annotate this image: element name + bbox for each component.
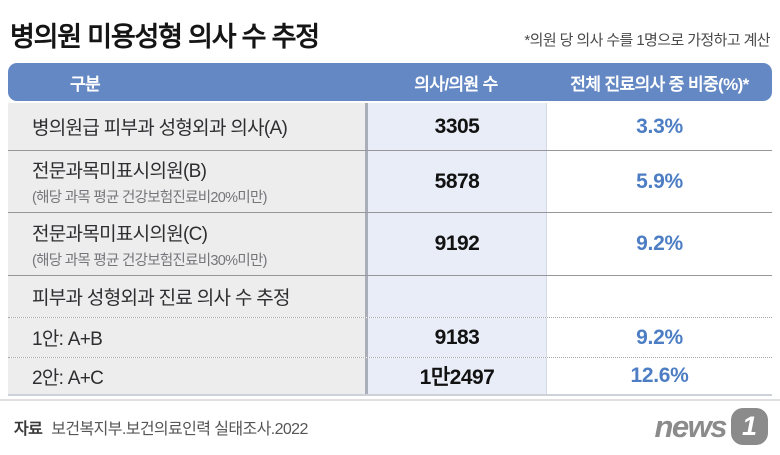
title-note: *의원 당 의사 수를 1명으로 가정하고 계산 (524, 32, 770, 49)
row-sublabel: (해당 과목 평균 건강보험진료비30%미만) (32, 252, 267, 269)
table-row-section: 피부과 성형외과 진료 의사 수 추정 (8, 276, 772, 318)
table-row: 전문과목미표시의원(C) (해당 과목 평균 건강보험진료비30%미만) 919… (8, 213, 772, 276)
count-cell (365, 276, 547, 317)
count-cell: 9183 (365, 318, 547, 357)
source-label: 자료 (14, 420, 43, 438)
row-label: 전문과목미표시의원(B) (32, 161, 207, 182)
source-text: 보건복지부.보건의료인력 실태조사.2022 (51, 420, 308, 438)
count-cell: 3305 (365, 103, 547, 150)
row-label: 전문과목미표시의원(C) (32, 223, 208, 245)
estimate-table: 구분 의사/의원 수 전체 진료의사 중 비중(%)* 병의원급 피부과 성형외… (8, 63, 772, 396)
table-body: 병의원급 피부과 성형외과 의사(A) 3305 3.3% 전문과목미표시의원(… (8, 103, 772, 396)
count-cell: 5878 (365, 151, 547, 212)
share-cell: 9.2% (547, 318, 772, 357)
table-header-row: 구분 의사/의원 수 전체 진료의사 중 비중(%)* (8, 63, 772, 101)
count-cell: 1만2497 (365, 358, 547, 394)
header-cell-count: 의사/의원 수 (414, 74, 498, 94)
row-label: 병의원급 피부과 성형외과 의사(A) (32, 118, 288, 139)
news1-logo-badge-icon: 1 (731, 408, 768, 445)
news1-logo: news 1 (654, 408, 768, 445)
share-cell: 9.2% (547, 213, 772, 275)
category-cell: 전문과목미표시의원(B) (해당 과목 평균 건강보험진료비20%미만) (8, 151, 365, 212)
footer-divider (0, 399, 780, 401)
title-bar: 병의원 미용성형 의사 수 추정 *의원 당 의사 수를 1명으로 가정하고 계… (0, 0, 780, 63)
row-label: 2안: A+C (32, 367, 104, 389)
row-sublabel: (해당 과목 평균 건강보험진료비20%미만) (32, 190, 267, 206)
share-cell: 5.9% (547, 151, 772, 212)
page-title: 병의원 미용성형 의사 수 추정 (10, 22, 320, 53)
category-cell: 2안: A+C (8, 358, 365, 394)
category-cell: 병의원급 피부과 성형외과 의사(A) (8, 103, 365, 150)
news1-logo-text: news (654, 408, 727, 444)
header-cell-category: 구분 (70, 74, 101, 94)
row-label: 피부과 성형외과 진료 의사 수 추정 (32, 288, 291, 309)
table-row: 병의원급 피부과 성형외과 의사(A) 3305 3.3% (8, 103, 772, 151)
category-cell: 1안: A+B (8, 318, 365, 357)
footer: 자료 보건복지부.보건의료인력 실태조사.2022 news 1 (0, 401, 780, 445)
source-line: 자료 보건복지부.보건의료인력 실태조사.2022 (14, 415, 308, 439)
table-row: 전문과목미표시의원(B) (해당 과목 평균 건강보험진료비20%미만) 587… (8, 151, 772, 213)
infographic-page: 병의원 미용성형 의사 수 추정 *의원 당 의사 수를 1명으로 가정하고 계… (0, 0, 780, 445)
table-row: 2안: A+C 1만2497 12.6% (8, 358, 772, 396)
row-label: 1안: A+B (32, 329, 103, 350)
count-cell: 9192 (365, 213, 547, 275)
header-cell-share: 전체 진료의사 중 비중(%)* (570, 74, 749, 94)
category-cell: 피부과 성형외과 진료 의사 수 추정 (8, 276, 365, 317)
share-cell (547, 276, 772, 317)
category-cell: 전문과목미표시의원(C) (해당 과목 평균 건강보험진료비30%미만) (8, 213, 365, 275)
share-cell: 3.3% (547, 103, 772, 150)
table-row: 1안: A+B 9183 9.2% (8, 318, 772, 358)
share-cell: 12.6% (547, 358, 772, 394)
